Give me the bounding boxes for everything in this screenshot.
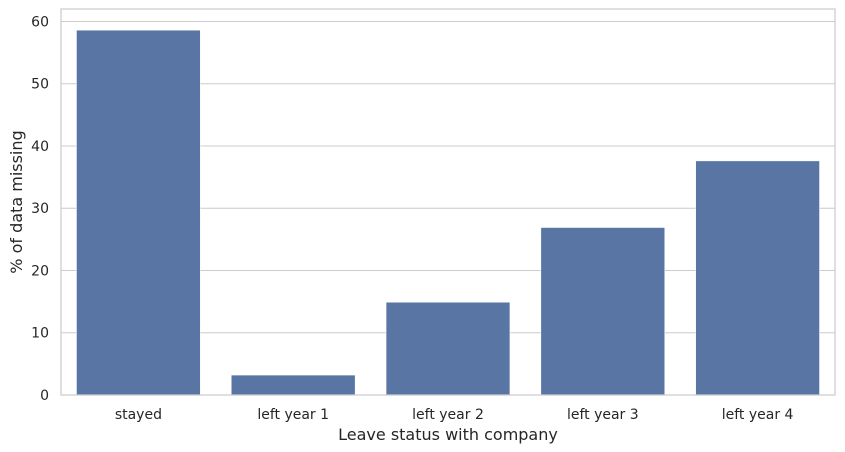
plot-frame — [60, 8, 836, 396]
y-tick-label: 60 — [31, 14, 49, 30]
x-tick-label: left year 4 — [722, 407, 794, 423]
bar-stayed — [76, 29, 201, 396]
bar-left-year-1 — [231, 374, 356, 396]
bar-left-year-4 — [695, 160, 820, 396]
bars — [76, 29, 820, 396]
x-tick-label: left year 1 — [257, 407, 329, 423]
x-tick-labels: stayed left year 1 left year 2 left year 3 l… — [115, 407, 794, 423]
bar-left-year-2 — [385, 301, 511, 396]
y-tick-label: 50 — [31, 77, 49, 93]
y-tick-label: 20 — [31, 263, 49, 279]
x-tick-label: stayed — [115, 407, 162, 423]
y-tick-label: 0 — [40, 388, 49, 404]
y-tick-label: 30 — [31, 201, 49, 217]
y-tick-label: 40 — [31, 139, 49, 155]
y-tick-label: 10 — [31, 326, 49, 342]
x-tick-label: left year 3 — [567, 407, 639, 423]
y-tick-labels: 0 10 20 30 40 50 60 — [31, 14, 49, 404]
y-axis-title: % of data missing — [7, 130, 26, 273]
bar-left-year-3 — [540, 227, 665, 396]
x-tick-label: left year 2 — [412, 407, 484, 423]
x-axis-title: Leave status with company — [338, 425, 558, 444]
